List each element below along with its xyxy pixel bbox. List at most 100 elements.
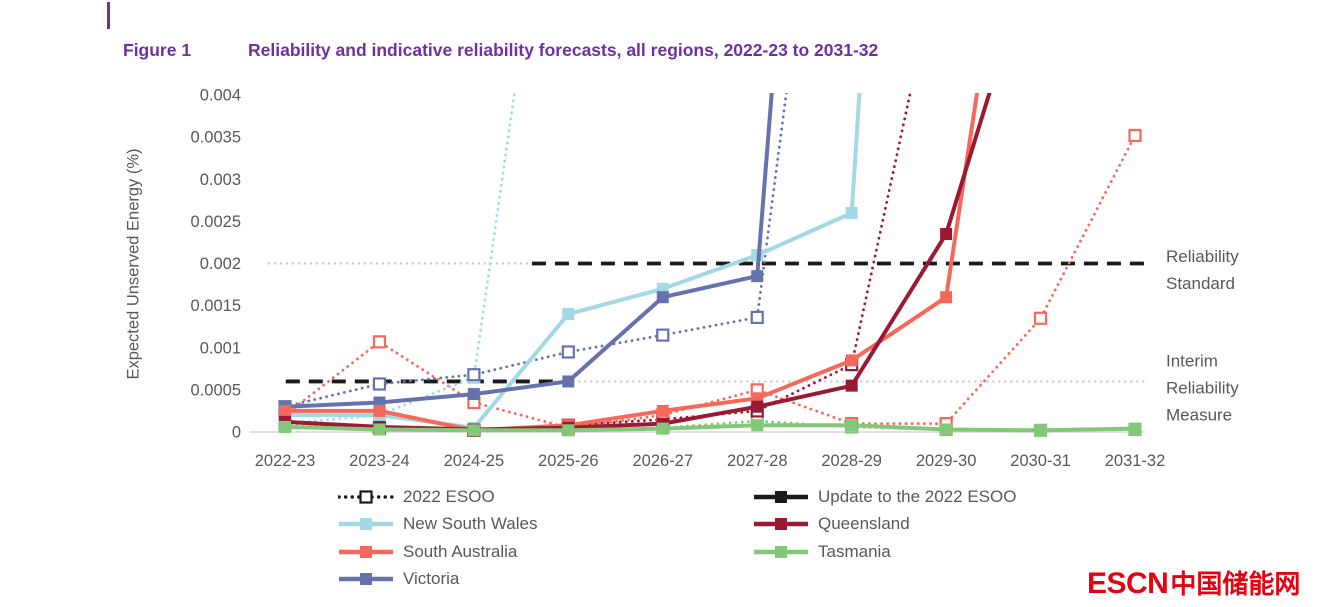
y-tick-label: 0.002 (200, 255, 241, 273)
y-tick-label: 0.003 (200, 171, 241, 189)
legend-item-update-to-the-2022-esoo: Update to the 2022 ESOO (753, 487, 1173, 507)
legend-item-queensland: Queensland (753, 514, 1173, 534)
watermark-brand: ESCN (1087, 567, 1169, 600)
data-point (1034, 424, 1047, 437)
data-point (940, 228, 953, 241)
data-point (562, 308, 575, 321)
data-point (1033, 311, 1048, 325)
figure-label: Figure 1 (123, 40, 192, 60)
legend-label: New South Wales (403, 514, 538, 534)
legend-item-tasmania: Tasmania (753, 542, 1173, 562)
data-point (562, 375, 575, 388)
x-tick-label: 2026-27 (632, 452, 693, 470)
legend-item-south-australia: South Australia (338, 542, 753, 562)
reference-label-line: Standard (1166, 274, 1235, 293)
data-point (467, 388, 480, 401)
data-point (372, 377, 387, 391)
data-point (845, 379, 858, 392)
reference-label-line: Reliability (1166, 247, 1239, 266)
x-tick-label: 2031-32 (1105, 452, 1166, 470)
legend-swatch-dotted-line-icon (338, 490, 394, 504)
watermark-logo: ESCN中国储能网 (1087, 564, 1300, 601)
series-victoria-update-to-the-2022-esoo (279, 93, 774, 413)
series-tasmania-update-to-the-2022-esoo (279, 419, 1141, 437)
legend-label: Victoria (403, 569, 460, 589)
data-point (373, 404, 386, 417)
x-tick-label: 2023-24 (349, 452, 410, 470)
data-point (372, 335, 387, 349)
legend-label: Tasmania (818, 541, 891, 561)
legend-swatch-solid-line-icon (754, 518, 808, 531)
legend-item-victoria: Victoria (338, 569, 753, 589)
data-point (656, 404, 669, 417)
page-accent-mark (107, 2, 110, 29)
x-tick-label: 2022-23 (255, 452, 316, 470)
y-tick-label: 0.0015 (191, 297, 241, 315)
data-point (656, 328, 670, 342)
data-point (279, 420, 291, 433)
x-tick-label: 2024-25 (444, 452, 505, 470)
legend-swatch-solid-line-icon (754, 490, 808, 503)
reference-line-labels: Reliability Standard Interim Reliability Mea… (1166, 247, 1239, 424)
x-tick-label: 2029-30 (916, 452, 977, 470)
series-south-australia-update-to-the-2022-esoo (279, 93, 980, 437)
x-tick-label: 2030-31 (1010, 452, 1071, 470)
data-point (1129, 422, 1141, 435)
legend-swatch-solid-line-icon (339, 573, 393, 586)
watermark-suffix: 中国储能网 (1170, 569, 1301, 599)
y-tick-label: 0.0035 (191, 129, 241, 147)
figure-title: Reliability and indicative reliability f… (248, 40, 879, 60)
data-point (1128, 128, 1142, 143)
series-line (285, 93, 980, 433)
data-point (562, 424, 575, 437)
data-point (656, 422, 669, 435)
legend-label: South Australia (403, 541, 518, 561)
data-point (940, 423, 953, 436)
x-tick-label: 2027-28 (727, 452, 788, 470)
legend-label: Queensland (818, 514, 910, 534)
data-point (750, 310, 764, 325)
legend-item-new-south-wales: New South Wales (338, 514, 753, 534)
legend-swatch-solid-line-icon (339, 545, 393, 558)
reference-label-line: Reliability (1166, 378, 1239, 397)
data-point (751, 419, 764, 432)
legend-label: 2022 ESOO (403, 486, 495, 506)
data-point (845, 419, 858, 432)
data-point (751, 400, 764, 413)
data-point (845, 354, 858, 367)
series-line (284, 93, 992, 432)
data-point (279, 404, 291, 417)
figure-header: Figure 1 Reliability and indicative relia… (123, 40, 878, 61)
series-queensland-update-to-the-2022-esoo (279, 93, 992, 436)
y-tick-label: 0.0025 (191, 213, 241, 231)
y-axis-ticks: 0 0.0005 0.001 0.0015 0.002 0.0025 0.003 0.0035… (191, 87, 241, 442)
legend-label: Update to the 2022 ESOO (818, 486, 1017, 506)
y-tick-label: 0.001 (200, 339, 241, 357)
legend-swatch-solid-line-icon (339, 518, 393, 531)
chart-legend: 2022 ESOO Update to the 2022 ESOO New Sout… (338, 483, 1173, 593)
x-tick-label: 2028-29 (821, 452, 882, 470)
y-tick-label: 0.004 (200, 87, 241, 105)
legend-swatch-solid-line-icon (754, 545, 808, 558)
reference-label-line: Measure (1166, 405, 1232, 424)
data-point (467, 368, 481, 382)
series-line (284, 423, 1136, 433)
series-victoria-2022-esoo (278, 93, 788, 414)
series-line (285, 93, 862, 430)
data-point (751, 270, 764, 283)
series-line (283, 93, 516, 425)
x-axis-ticks: 2022-23 2023-24 2024-25 2025-26 2026-27 2027-… (255, 452, 1166, 470)
y-tick-label: 0 (232, 424, 241, 442)
series-south-australia-2022-esoo (278, 128, 1142, 435)
series-line (283, 134, 1137, 430)
y-tick-label: 0.0005 (191, 381, 241, 399)
legend-item-2022-esoo: 2022 ESOO (338, 487, 753, 507)
data-point (845, 206, 858, 219)
data-point (467, 424, 480, 437)
data-point (656, 291, 669, 304)
data-point (561, 345, 575, 359)
data-point (373, 423, 386, 436)
data-point (940, 291, 953, 304)
reference-label-line: Interim (1166, 351, 1218, 370)
